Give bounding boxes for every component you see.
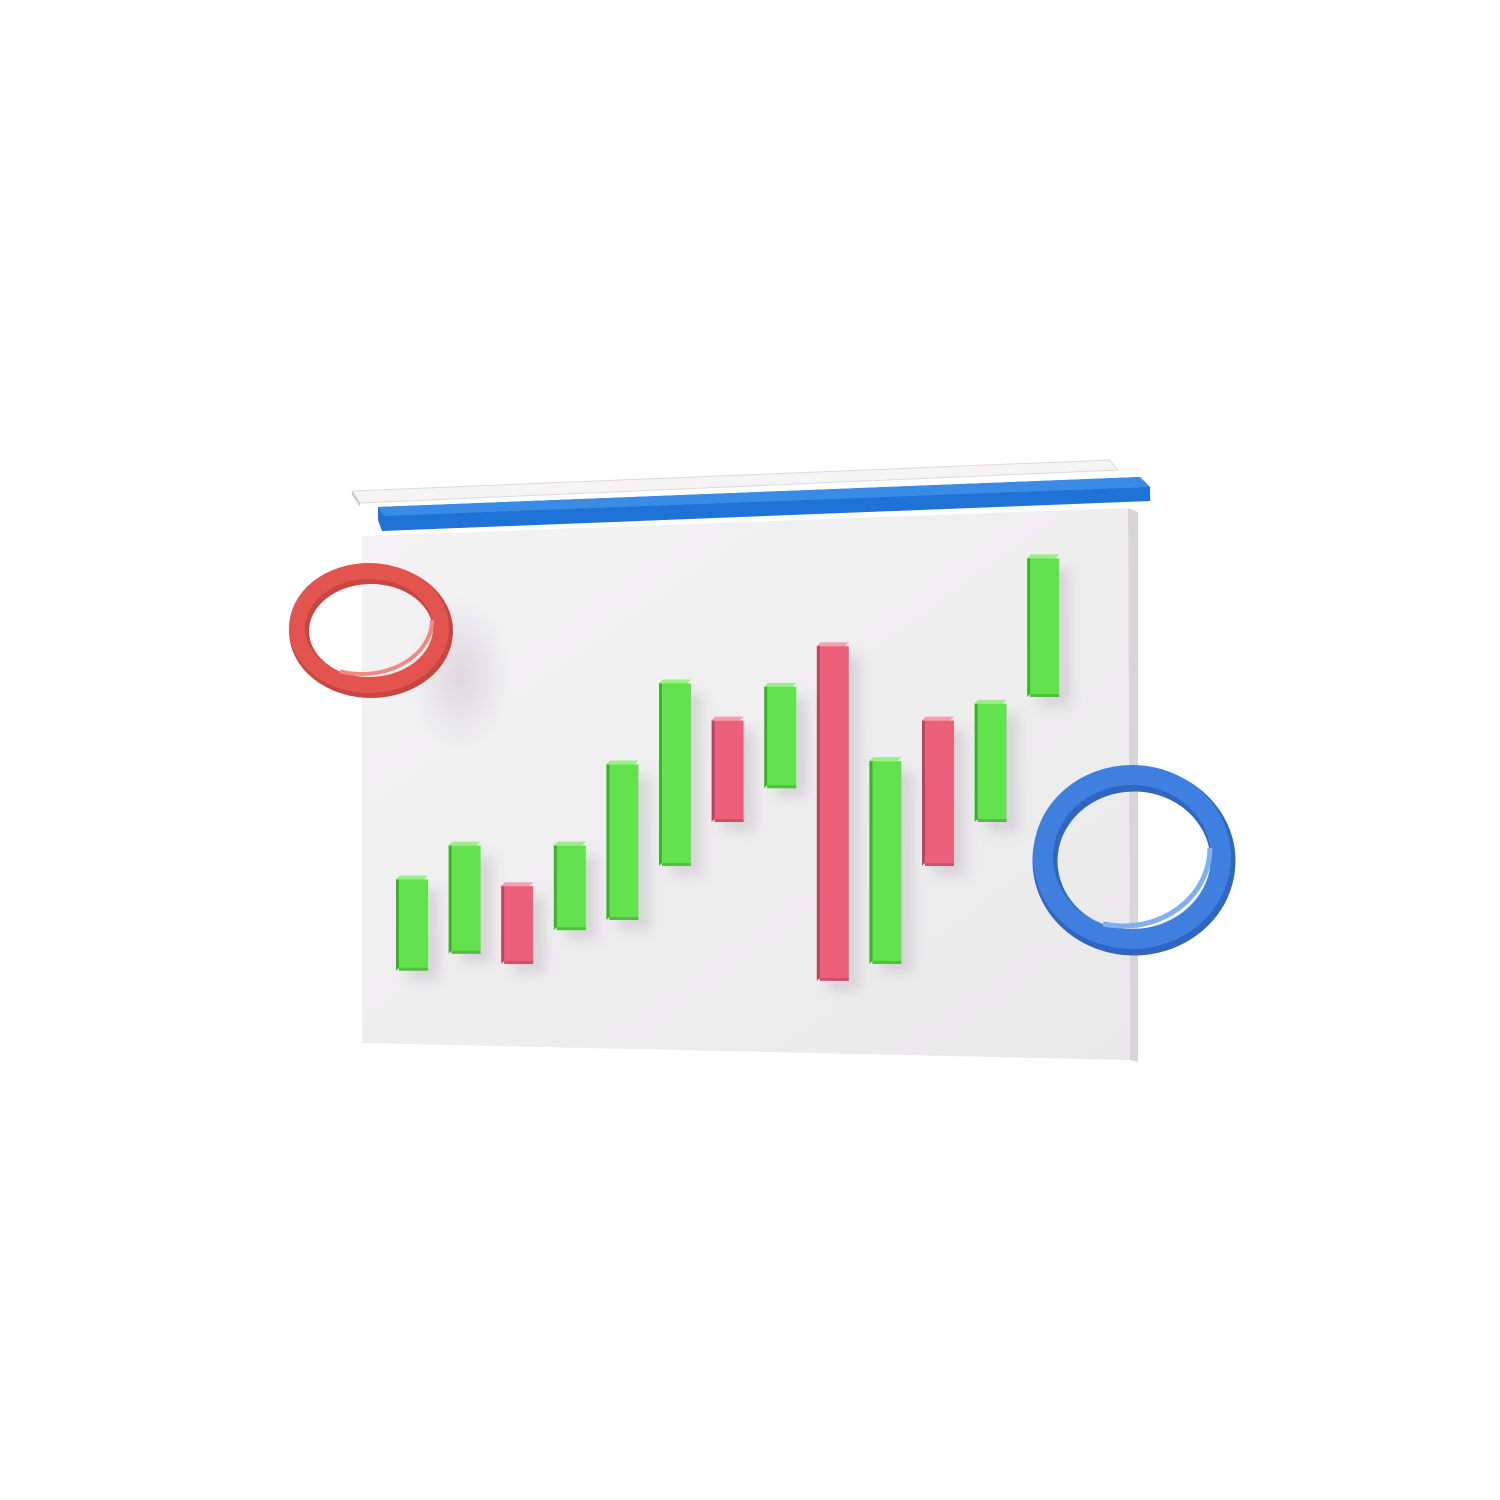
candle-bull	[659, 679, 703, 876]
candle-body	[819, 646, 849, 981]
candlestick-series	[396, 554, 1072, 991]
candle-bull	[396, 875, 440, 981]
candle-bear	[501, 882, 546, 974]
candle-top	[501, 882, 534, 887]
candle-body	[767, 686, 797, 789]
candle-body	[609, 764, 639, 920]
left-ring-highlight	[290, 564, 434, 676]
candle-bear	[816, 642, 861, 991]
candle-bottom	[819, 977, 849, 981]
candle-body	[1030, 558, 1060, 697]
candle-bottom	[1030, 693, 1060, 697]
candle-top	[553, 841, 586, 846]
candle-bull	[974, 699, 1019, 832]
candle-body	[556, 845, 586, 931]
candle-bear	[711, 716, 756, 832]
candle-bottom	[451, 950, 481, 954]
candle-body	[714, 720, 744, 822]
candle-top	[448, 841, 481, 846]
candle-bottom	[504, 960, 534, 964]
candle-bull	[448, 841, 493, 964]
candle-bull	[606, 760, 651, 930]
candle-top	[869, 757, 902, 762]
candle-bottom	[714, 819, 744, 822]
right-ring-highlight	[1035, 767, 1213, 929]
candle-body	[662, 683, 691, 866]
left-ring	[289, 563, 453, 698]
candle-top	[1027, 554, 1060, 559]
candle-bottom	[767, 785, 797, 789]
candle-top	[816, 642, 849, 647]
candle-top	[922, 716, 954, 721]
candle-bottom	[399, 967, 428, 971]
candle-body	[451, 845, 481, 954]
rail-top-face	[351, 459, 1120, 504]
candle-bottom	[925, 862, 954, 866]
candle-top	[974, 699, 1007, 704]
candle-bear	[922, 716, 966, 876]
candle-bottom	[662, 862, 691, 866]
candle-top	[764, 682, 797, 687]
candle-top	[606, 760, 639, 765]
rail-top-side	[352, 491, 360, 507]
candle-bottom	[872, 960, 902, 964]
candle-top	[396, 875, 428, 880]
candle-bull	[553, 841, 598, 941]
candle-body	[977, 703, 1007, 822]
candle-top	[711, 716, 744, 721]
candle-body	[399, 879, 428, 971]
rail-blue-top	[378, 477, 1150, 516]
candle-bottom	[609, 917, 639, 920]
right-ring	[1032, 765, 1236, 956]
candle-bottom	[556, 927, 586, 931]
top-rail	[351, 459, 1150, 531]
candle-body	[925, 720, 954, 866]
candle-body	[504, 886, 534, 964]
right-ring-front	[1033, 765, 1231, 949]
candle-body	[872, 761, 902, 964]
candle-top	[659, 679, 691, 684]
candle-bottom	[977, 819, 1007, 822]
candle-bull	[869, 757, 914, 974]
candle-bull	[764, 682, 809, 799]
candle-bull	[1027, 554, 1072, 707]
left-ring-front	[289, 563, 449, 693]
